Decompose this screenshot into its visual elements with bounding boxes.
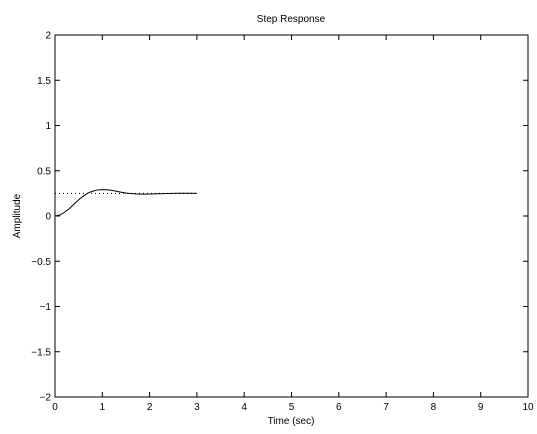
- y-tick-label: 0: [45, 212, 51, 223]
- x-tick-labels: 0 1 2 3 4 5 6 7 8 9 10: [52, 402, 534, 413]
- x-tick-label: 6: [336, 402, 342, 413]
- y-tick-label: 1: [45, 121, 51, 132]
- x-tick-label: 3: [194, 402, 200, 413]
- x-tick-label: 7: [383, 402, 389, 413]
- y-tick-label: 1.5: [37, 76, 51, 87]
- y-tick-label: −2: [40, 393, 52, 404]
- x-tick-label: 5: [289, 402, 295, 413]
- y-tick-label: −1.5: [31, 347, 51, 358]
- x-tick-label: 9: [478, 402, 484, 413]
- x-tick-label: 8: [431, 402, 437, 413]
- chart-title: Step Response: [257, 14, 326, 25]
- x-tick-label: 10: [522, 402, 534, 413]
- y-tick-label: 0.5: [37, 166, 51, 177]
- y-tick-label: −1: [40, 302, 52, 313]
- step-response-line: [54, 189, 197, 217]
- y-axis-label: Amplitude: [12, 193, 23, 238]
- x-tick-label: 4: [241, 402, 247, 413]
- y-tick-label: −0.5: [31, 257, 51, 268]
- x-tick-label: 0: [52, 402, 58, 413]
- x-tick-label: 1: [100, 402, 106, 413]
- plot-area: [54, 34, 529, 398]
- x-axis-label: Time (sec): [268, 416, 315, 427]
- x-tick-label: 2: [147, 402, 153, 413]
- y-tick-labels: −2 −1.5 −1 −0.5 0 0.5 1 1.5 2: [31, 31, 51, 404]
- y-tick-label: 2: [45, 31, 51, 42]
- series-layer: [54, 189, 197, 217]
- axis-ticks: [54, 34, 529, 398]
